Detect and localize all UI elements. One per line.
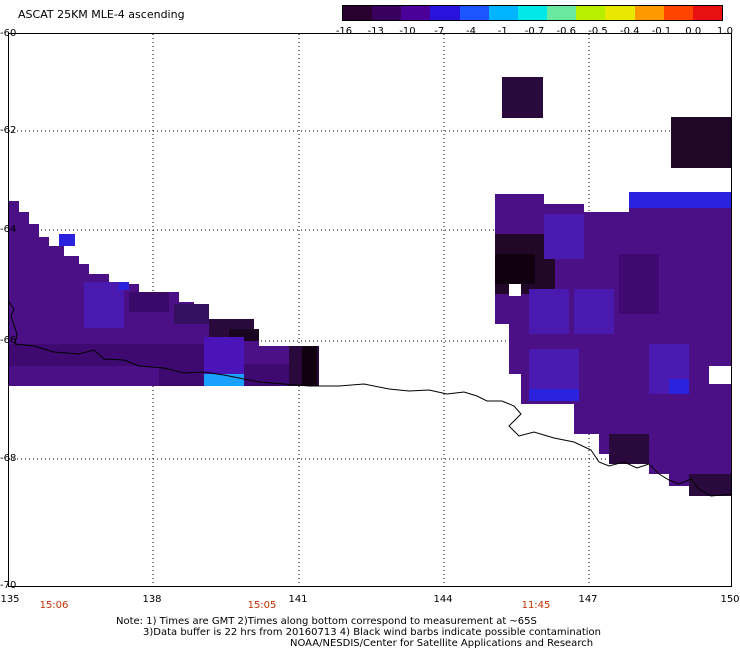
colorbar-tick-label: -1 bbox=[497, 26, 508, 37]
swath-left bbox=[9, 201, 319, 386]
coastline bbox=[9, 301, 731, 497]
colorbar-swatch bbox=[430, 6, 460, 20]
lon-label: 135 bbox=[0, 594, 20, 605]
lat-label: -70 bbox=[0, 580, 17, 591]
lat-label: -66 bbox=[0, 335, 17, 346]
colorbar-labels: -16 -13 -10 -7 -4 -1 -0.7 -0.6 -0.5 -0.4 -0.1 0.0 1.… bbox=[330, 26, 735, 38]
note-line-2: 3)Data buffer is 22 hrs from 20160713 4)… bbox=[143, 627, 601, 638]
colorbar-swatch bbox=[459, 6, 489, 20]
colorbar-swatch bbox=[547, 6, 577, 20]
lat-label: -60 bbox=[0, 28, 17, 39]
colorbar-tick-label: -0.4 bbox=[619, 26, 640, 37]
time-label: 15:06 bbox=[39, 600, 69, 611]
colorbar-tick-label: -0.5 bbox=[588, 26, 608, 37]
lon-label: 147 bbox=[578, 594, 598, 605]
colorbar-tick-label: -0.1 bbox=[651, 26, 672, 37]
map-title: ASCAT 25KM MLE-4 ascending bbox=[18, 8, 185, 21]
lon-label: 141 bbox=[288, 594, 308, 605]
colorbar-tick-label: 1.0 bbox=[717, 26, 733, 37]
colorbar-tick-label: -16 bbox=[335, 26, 353, 37]
colorbar-tick-label: -0.6 bbox=[556, 26, 577, 37]
lon-label: 138 bbox=[142, 594, 162, 605]
colorbar bbox=[342, 5, 723, 21]
time-label: 15:05 bbox=[247, 600, 277, 611]
colorbar-tick-label: -10 bbox=[399, 26, 416, 37]
isolated-cell bbox=[502, 77, 543, 118]
lat-label: -62 bbox=[0, 125, 17, 136]
colorbar-tick-label: 0.0 bbox=[685, 26, 702, 37]
colorbar-swatch bbox=[576, 6, 606, 20]
colorbar-swatch bbox=[692, 6, 723, 20]
map-panel bbox=[8, 33, 732, 587]
time-label: 11:45 bbox=[521, 600, 551, 611]
colorbar-swatch bbox=[372, 6, 402, 20]
colorbar-tick-label: -7 bbox=[434, 26, 445, 37]
colorbar-tick-label: -4 bbox=[466, 26, 476, 37]
colorbar-swatch bbox=[488, 6, 518, 20]
map-graphics bbox=[9, 34, 731, 586]
colorbar-tick-label: -0.7 bbox=[524, 26, 545, 37]
colorbar-swatch bbox=[663, 6, 693, 20]
colorbar-swatch bbox=[634, 6, 664, 20]
lon-label: 144 bbox=[433, 594, 453, 605]
colorbar-tick-label: -13 bbox=[367, 26, 384, 37]
lat-label: -68 bbox=[0, 453, 17, 464]
colorbar-swatch bbox=[343, 6, 373, 20]
colorbar-swatch bbox=[605, 6, 635, 20]
lon-label: 150 bbox=[720, 594, 740, 605]
note-line-3: NOAA/NESDIS/Center for Satellite Applica… bbox=[290, 638, 594, 649]
swath-topright-cell bbox=[671, 117, 731, 168]
swath-right bbox=[495, 192, 731, 496]
lat-label: -64 bbox=[0, 224, 17, 235]
colorbar-swatch bbox=[517, 6, 548, 20]
colorbar-swatch bbox=[401, 6, 431, 20]
note-line-1: Note: 1) Times are GMT 2)Times along bot… bbox=[116, 616, 537, 627]
